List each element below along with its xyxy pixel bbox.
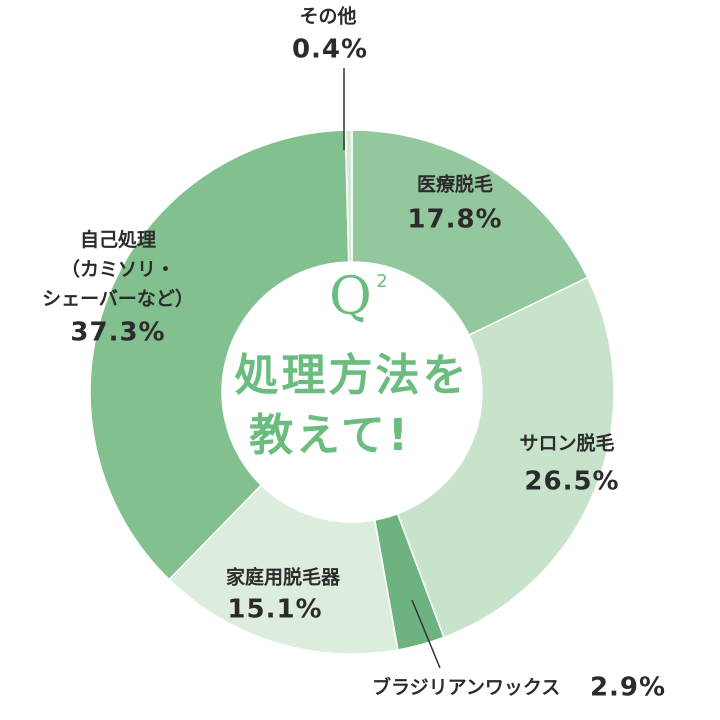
value-label: 0.4% xyxy=(292,35,368,65)
donut-slice xyxy=(344,129,353,263)
title-line: 処理方法を xyxy=(235,350,470,401)
donut-slice xyxy=(89,129,350,581)
category-label: その他 xyxy=(299,5,356,28)
donut-slice xyxy=(396,276,615,639)
question-letter: Q xyxy=(329,267,375,327)
value-label: 2.9% xyxy=(590,673,666,703)
donut-slice xyxy=(168,484,399,655)
category-label: 医療脱毛 xyxy=(417,173,493,196)
question-number: 2 xyxy=(376,271,387,292)
value-label: 37.3% xyxy=(70,318,165,348)
value-label: 15.1% xyxy=(227,595,322,625)
category-label: 自己処理（カミソリ・シェーバーなど） xyxy=(42,228,194,310)
donut-slice xyxy=(351,129,589,337)
category-label: サロン脱毛 xyxy=(519,432,614,455)
category-label: 家庭用脱毛器 xyxy=(226,566,341,589)
title-line: 教えて! xyxy=(249,410,411,461)
value-label: 26.5% xyxy=(524,467,619,497)
category-label: ブラジリアンワックス xyxy=(372,676,560,699)
value-label: 17.8% xyxy=(407,205,502,235)
leader-line xyxy=(411,599,441,669)
